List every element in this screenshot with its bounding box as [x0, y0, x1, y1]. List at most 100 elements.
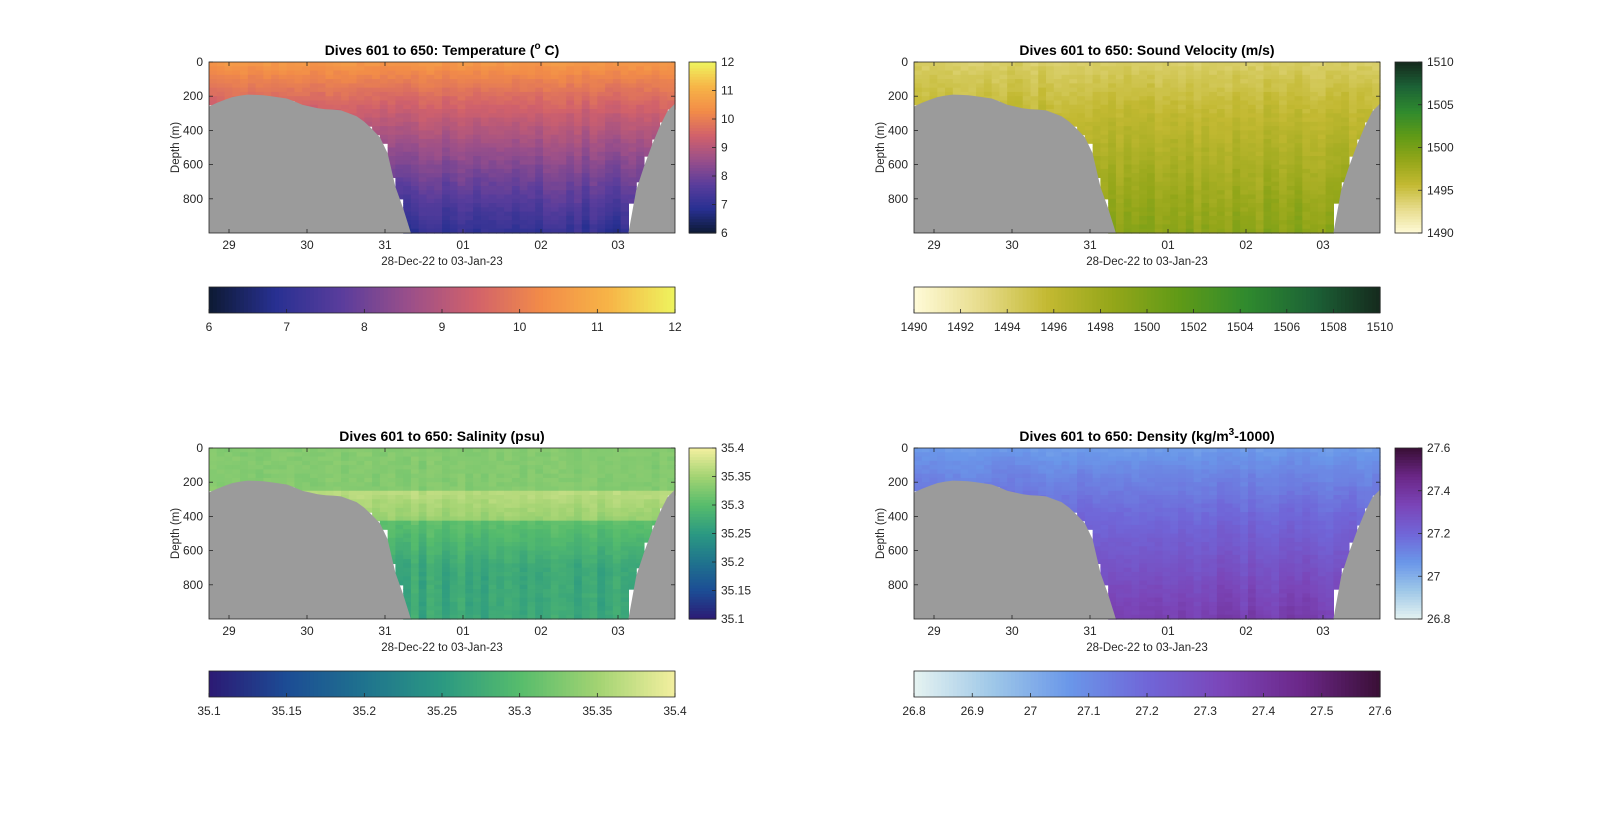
- x-tick-label: 30: [1005, 238, 1019, 252]
- colorbar-tick-label: 27.3: [1194, 704, 1218, 718]
- colorbar-tick-label: 9: [439, 320, 446, 334]
- colorbar-tick-label: 26.8: [902, 704, 926, 718]
- axes-frame: [208, 61, 676, 234]
- seafloor: [914, 480, 1380, 619]
- y-tick-label: 800: [183, 578, 203, 592]
- y-tick-label: 0: [901, 55, 908, 69]
- colorbar-tick-label: 10: [513, 320, 527, 334]
- colorbar-tick-label: 35.3: [508, 704, 532, 718]
- colorbar-tick-label: 27.5: [1310, 704, 1334, 718]
- y-axis-label: Depth (m): [875, 122, 887, 173]
- x-tick-label: 02: [534, 238, 548, 252]
- colorbar-tick-label: 1510: [1427, 55, 1454, 69]
- colorbar-tick-label: 10: [721, 112, 735, 126]
- colorbar-tick-label: 35.4: [663, 704, 687, 718]
- colorbar-tick-label: 1492: [947, 320, 974, 334]
- colorbar-tick-label: 27.2: [1135, 704, 1159, 718]
- x-tick-label: 31: [378, 238, 392, 252]
- colorbar-tick-label: 27.1: [1077, 704, 1101, 718]
- y-tick-label: 600: [183, 158, 203, 172]
- x-tick-label: 29: [222, 238, 236, 252]
- vertical-colorbar: 26.8 27 27.2 27.4 27.6: [1394, 441, 1451, 626]
- colorbar-tick-label: 35.4: [721, 441, 745, 455]
- x-tick-label: 01: [456, 624, 470, 638]
- x-axis-label: 28-Dec-22 to 03-Jan-23: [1086, 256, 1207, 268]
- colorbar-tick-label: 7: [283, 320, 290, 334]
- section-field: [209, 62, 676, 234]
- axes-frame: [913, 61, 1381, 234]
- panel-1: Dives 601 to 650: Sound Velocity (m/s)02…: [875, 42, 1454, 334]
- colorbar-tick-label: 27: [1024, 704, 1038, 718]
- y-tick-label: 600: [888, 158, 908, 172]
- colorbar-tick-label: 8: [721, 169, 728, 183]
- y-tick-label: 800: [888, 192, 908, 206]
- colorbar-tick-label: 26.9: [961, 704, 985, 718]
- colorbar-tick-label: 1502: [1180, 320, 1207, 334]
- colorbar-tick-label: 1490: [901, 320, 928, 334]
- colorbar-tick-label: 35.3: [721, 498, 745, 512]
- seafloor: [209, 480, 675, 619]
- colorbar-tick-label: 6: [721, 226, 728, 240]
- colorbar-tick-label: 27.6: [1427, 441, 1451, 455]
- chart-title: Dives 601 to 650: Salinity (psu): [339, 428, 544, 444]
- colorbar-tick-label: 7: [721, 198, 728, 212]
- y-tick-label: 0: [196, 441, 203, 455]
- axes-frame: [208, 447, 676, 620]
- x-tick-label: 01: [456, 238, 470, 252]
- panel-3: Dives 601 to 650: Density (kg/m3-1000)02…: [875, 427, 1451, 718]
- colorbar-tick-label: 35.25: [427, 704, 457, 718]
- colorbar-tick-label: 1495: [1427, 183, 1454, 197]
- y-axis-label: Depth (m): [170, 508, 182, 559]
- y-tick-label: 200: [183, 475, 203, 489]
- colorbar-tick-label: 1510: [1367, 320, 1394, 334]
- x-tick-label: 02: [1239, 238, 1253, 252]
- chart-title: Dives 601 to 650: Temperature (o C): [325, 41, 560, 58]
- colorbar-tick-label: 8: [361, 320, 368, 334]
- colorbar-tick-label: 27.6: [1368, 704, 1392, 718]
- colorbar-tick-label: 11: [591, 320, 604, 334]
- colorbar-tick-label: 1490: [1427, 226, 1454, 240]
- x-tick-label: 02: [1239, 624, 1253, 638]
- horizontal-colorbar: 6 7 8 9 10 11 12: [206, 286, 682, 334]
- vertical-colorbar: 35.1 35.15 35.2 35.25 35.3 35.35 35.4: [688, 441, 751, 626]
- colorbar-tick-label: 1505: [1427, 98, 1454, 112]
- colorbar-tick-label: 1508: [1320, 320, 1347, 334]
- x-tick-label: 29: [927, 238, 941, 252]
- y-tick-label: 0: [196, 55, 203, 69]
- colorbar-tick-label: 9: [721, 141, 728, 155]
- section-field: [209, 448, 676, 620]
- x-tick-label: 02: [534, 624, 548, 638]
- colorbar-tick-label: 35.1: [197, 704, 221, 718]
- section-field: [914, 448, 1381, 620]
- seafloor: [209, 94, 675, 233]
- y-tick-label: 600: [183, 544, 203, 558]
- y-tick-label: 400: [183, 509, 203, 523]
- colorbar-tick-label: 12: [721, 55, 735, 69]
- colorbar-tick-label: 35.35: [582, 704, 612, 718]
- y-tick-label: 400: [183, 123, 203, 137]
- x-tick-label: 01: [1161, 238, 1175, 252]
- y-tick-label: 0: [901, 441, 908, 455]
- y-tick-label: 200: [888, 89, 908, 103]
- colorbar-tick-label: 35.2: [721, 555, 745, 569]
- colorbar-tick-label: 35.2: [353, 704, 377, 718]
- x-tick-label: 29: [222, 624, 236, 638]
- section-field: [914, 62, 1381, 234]
- colorbar-tick-label: 27: [1427, 569, 1441, 583]
- colorbar-tick-label: 27.4: [1252, 704, 1276, 718]
- x-tick-label: 30: [300, 624, 314, 638]
- colorbar-tick-label: 1506: [1273, 320, 1300, 334]
- horizontal-colorbar: 35.1 35.15 35.2 35.25 35.3 35.35 35.4: [197, 670, 687, 718]
- colorbar-tick-label: 11: [721, 84, 734, 98]
- colorbar-tick-label: 6: [206, 320, 213, 334]
- colorbar-tick-label: 1496: [1040, 320, 1067, 334]
- x-tick-label: 29: [927, 624, 941, 638]
- chart-title: Dives 601 to 650: Density (kg/m3-1000): [1019, 427, 1274, 444]
- x-axis-label: 28-Dec-22 to 03-Jan-23: [1086, 642, 1207, 654]
- y-tick-label: 200: [888, 475, 908, 489]
- chart-title: Dives 601 to 650: Sound Velocity (m/s): [1019, 42, 1274, 58]
- x-tick-label: 03: [611, 624, 625, 638]
- horizontal-colorbar: 1490 1492 1494 1496 1498 1500 1502 1504 1506 1508…: [901, 286, 1394, 334]
- y-axis-label: Depth (m): [170, 122, 182, 173]
- y-tick-label: 200: [183, 89, 203, 103]
